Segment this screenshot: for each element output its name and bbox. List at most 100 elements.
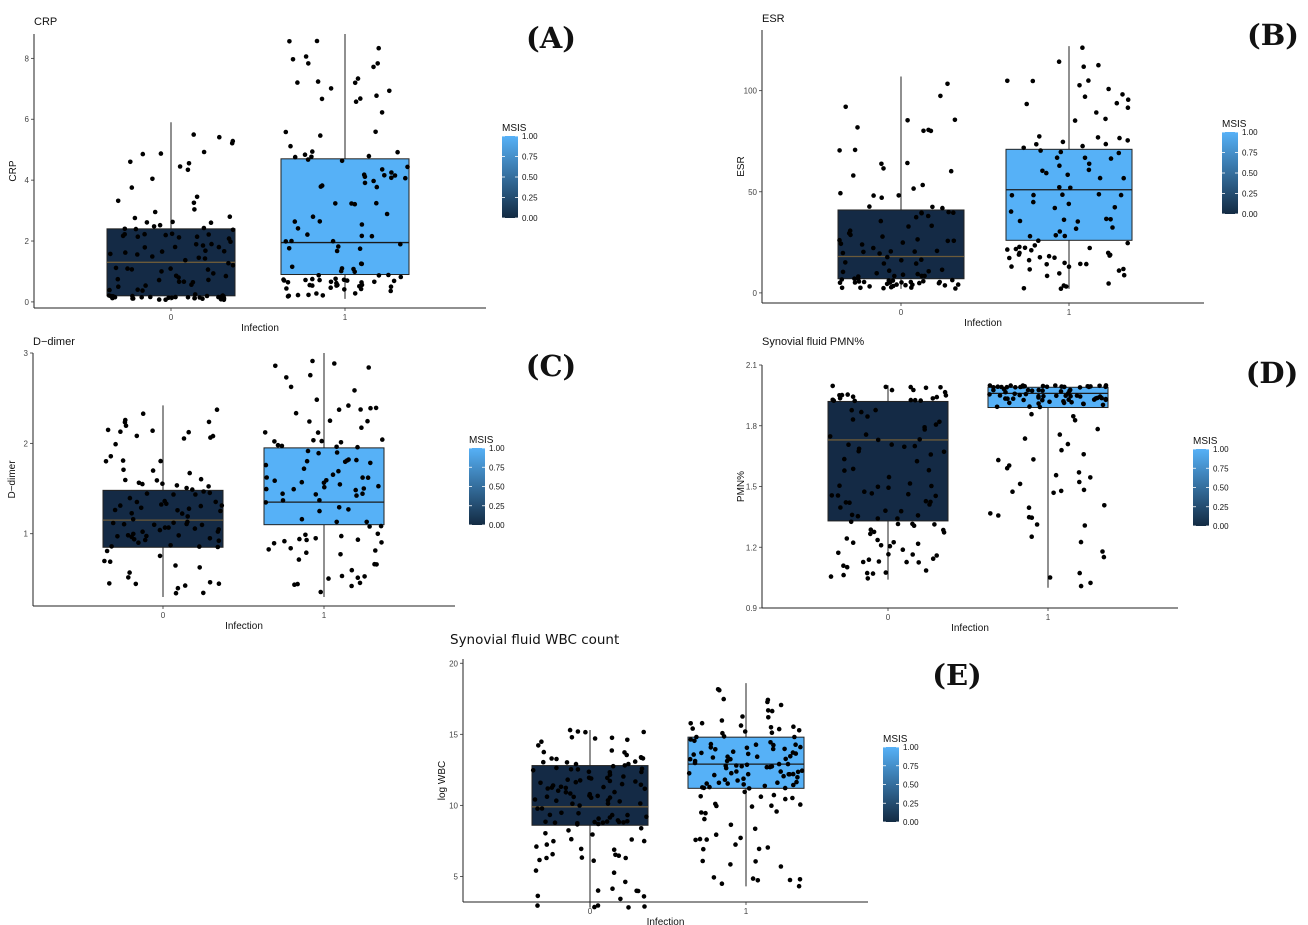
data-point — [919, 210, 924, 215]
legend-colorbar — [502, 136, 518, 218]
data-point — [206, 277, 211, 283]
data-point — [301, 466, 307, 472]
data-point — [293, 410, 299, 416]
data-point — [830, 383, 835, 389]
data-point — [214, 407, 220, 413]
data-point — [123, 423, 129, 429]
data-point — [1005, 78, 1010, 84]
data-point — [382, 173, 387, 178]
data-point — [852, 147, 858, 153]
data-point — [575, 767, 581, 772]
data-point — [786, 772, 791, 777]
data-point — [1082, 155, 1088, 161]
data-point — [788, 754, 793, 759]
data-point — [605, 775, 610, 781]
data-point — [1081, 452, 1086, 457]
data-point — [850, 394, 856, 400]
data-point — [376, 483, 381, 489]
data-point — [925, 213, 931, 219]
data-point — [595, 888, 601, 893]
data-point — [839, 277, 845, 282]
data-point — [861, 249, 866, 255]
data-point — [1107, 252, 1113, 258]
data-point — [157, 527, 163, 533]
data-point — [375, 61, 381, 66]
data-point — [905, 118, 910, 123]
data-point — [181, 436, 187, 441]
data-point — [183, 257, 188, 263]
data-point — [704, 781, 709, 786]
data-point — [876, 559, 882, 564]
data-point — [926, 467, 932, 473]
data-point — [103, 459, 109, 464]
data-point — [535, 893, 541, 899]
data-point — [1034, 142, 1039, 147]
data-point — [1095, 135, 1101, 140]
data-point — [951, 238, 957, 244]
data-point — [352, 80, 358, 86]
data-point — [1031, 192, 1036, 198]
data-point — [543, 831, 548, 836]
data-point — [336, 468, 341, 474]
data-point — [791, 724, 796, 729]
data-point — [359, 261, 365, 267]
y-tick-label: 2 — [25, 237, 30, 246]
legend-tick-label: 0.75 — [522, 153, 538, 162]
data-point — [299, 479, 305, 485]
data-point — [856, 446, 862, 452]
legend-tick-label: 0.00 — [522, 214, 538, 223]
data-point — [1060, 192, 1065, 197]
y-axis-label: ESR — [736, 156, 747, 177]
data-point — [354, 493, 359, 498]
data-point — [921, 279, 926, 284]
data-point — [336, 244, 341, 249]
data-point — [288, 384, 294, 390]
data-point — [867, 284, 872, 289]
data-point — [578, 846, 584, 852]
data-point — [874, 271, 879, 276]
data-point — [778, 702, 784, 708]
data-point — [273, 363, 278, 369]
data-point — [907, 481, 913, 486]
data-point — [139, 295, 144, 300]
data-point — [565, 777, 570, 782]
data-point — [895, 516, 900, 521]
data-point — [903, 282, 908, 288]
data-point — [946, 209, 951, 215]
data-point — [855, 276, 861, 282]
data-point — [896, 193, 901, 198]
data-point — [912, 443, 918, 449]
data-point — [302, 152, 308, 157]
data-point — [405, 164, 410, 170]
data-point — [352, 291, 358, 296]
data-point — [878, 218, 884, 224]
data-point — [1007, 400, 1012, 406]
y-tick-label: 10 — [449, 801, 458, 810]
data-point — [839, 285, 845, 291]
data-point — [791, 782, 796, 788]
data-point — [353, 99, 359, 104]
data-point — [991, 385, 996, 390]
data-point — [878, 543, 884, 548]
data-point — [569, 735, 575, 740]
data-point — [163, 232, 168, 238]
panel-label: (C) — [526, 349, 577, 383]
data-point — [642, 904, 647, 909]
data-point — [138, 505, 144, 511]
data-point — [848, 519, 854, 525]
x-tick-label: 1 — [1067, 308, 1072, 317]
legend-tick-label: 0.50 — [903, 781, 919, 790]
data-point — [619, 781, 625, 787]
data-point — [900, 272, 906, 278]
data-point — [579, 855, 585, 860]
data-point — [157, 553, 163, 559]
data-point — [611, 847, 617, 852]
data-point — [845, 392, 850, 397]
data-point — [104, 548, 110, 554]
data-point — [230, 263, 236, 268]
data-point — [1116, 150, 1122, 156]
data-point — [686, 771, 692, 776]
data-point — [389, 175, 394, 181]
legend-tick-label: 0.00 — [489, 521, 505, 530]
